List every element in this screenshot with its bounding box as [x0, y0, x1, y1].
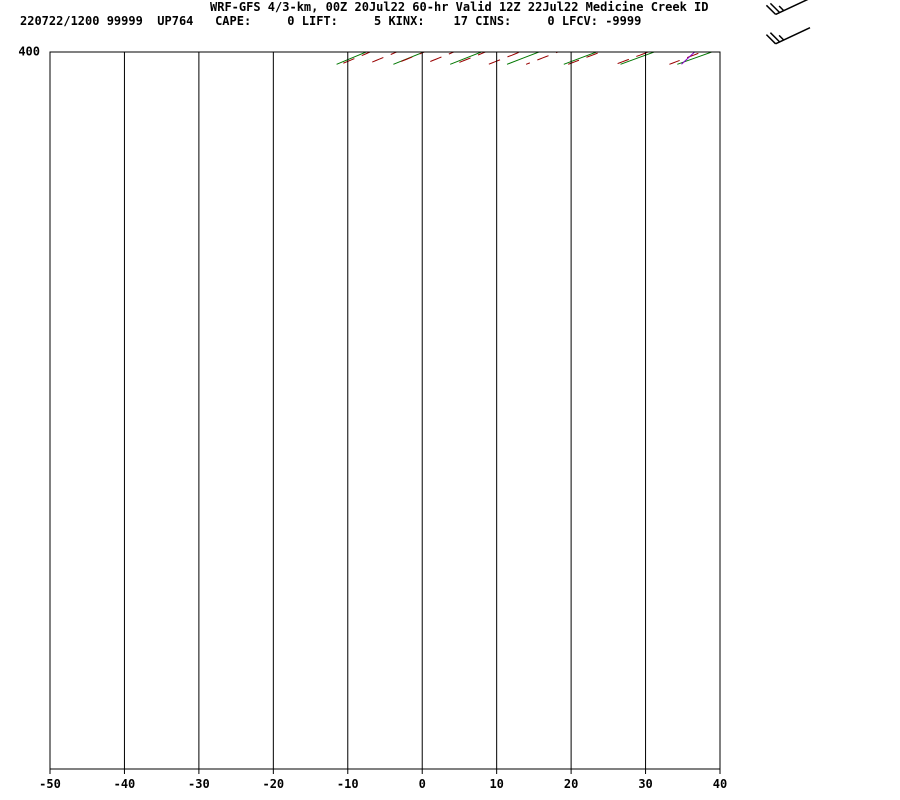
x-tick-label: -10 [337, 777, 359, 791]
x-tick-label: 30 [638, 777, 652, 791]
barb-feather [765, 4, 777, 15]
x-tick-label: 20 [564, 777, 578, 791]
barb-half-feather [778, 5, 785, 12]
barb-feather [765, 34, 777, 45]
x-tick-label: -20 [262, 777, 284, 791]
y-tick-label: 500 [18, 0, 40, 3]
plot-background [50, 52, 720, 769]
barb-feather [769, 32, 781, 43]
barb-staff [775, 27, 811, 45]
barb-staff [775, 0, 809, 16]
barb-feather [769, 2, 781, 14]
header: WRF-GFS 4/3-km, 00Z 20Jul22 60-hr Valid … [0, 0, 900, 30]
wind-barbs [765, 0, 811, 45]
barb-half-feather [778, 34, 785, 41]
x-tick-label: -40 [114, 777, 136, 791]
x-tick-label: 10 [489, 777, 503, 791]
x-tick-labels: -50 -40 -30 -20 -10 0 10 20 30 40 [39, 769, 727, 791]
grid-lines [123, 52, 647, 769]
y-tick-label: 400 [18, 45, 40, 59]
x-tick-label: 0 [419, 777, 426, 791]
x-tick-label: 40 [713, 777, 727, 791]
x-tick-label: -50 [39, 777, 61, 791]
y-tick-labels: 4005006007008009001000 [18, 0, 40, 59]
plot-frame [49, 51, 721, 770]
sounding-indices: 220722/1200 99999 UP764 CAPE: 0 LIFT: 5 … [20, 14, 642, 28]
x-tick-label: -30 [188, 777, 210, 791]
wind-barb [765, 0, 809, 16]
chart-title: WRF-GFS 4/3-km, 00Z 20Jul22 60-hr Valid … [210, 0, 709, 14]
wind-barb [765, 27, 811, 45]
